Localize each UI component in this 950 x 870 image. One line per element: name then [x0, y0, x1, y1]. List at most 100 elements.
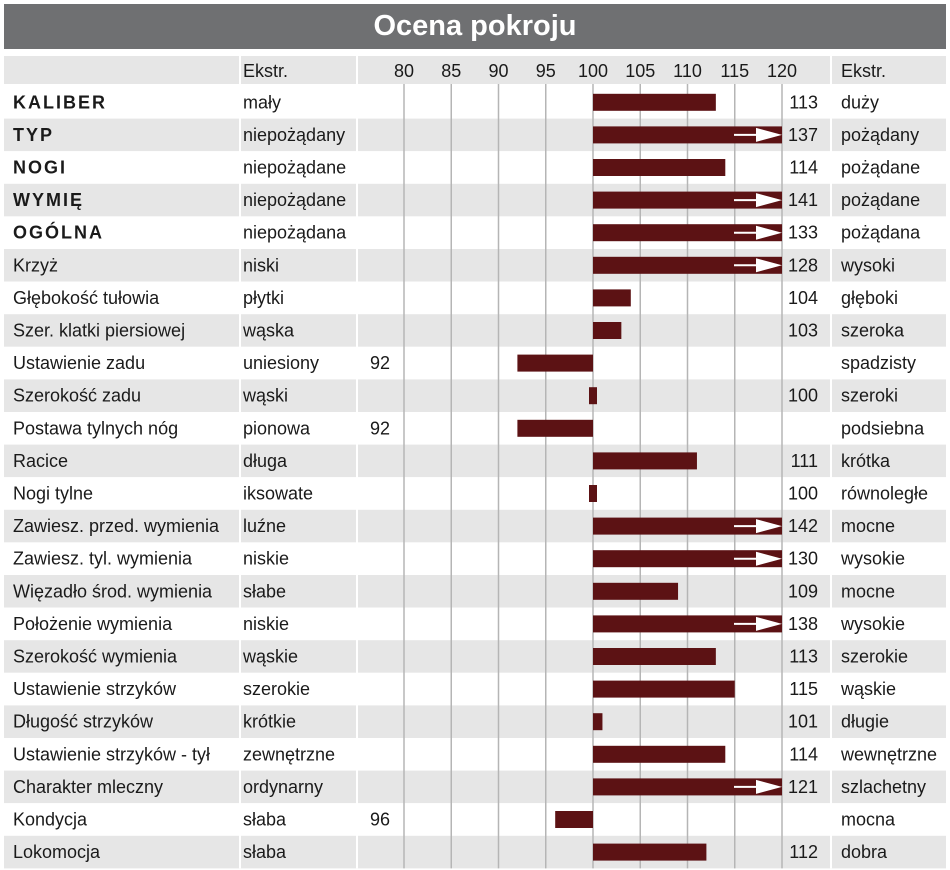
bar [593, 745, 726, 763]
trait-name: Lokomocja [13, 842, 101, 862]
x-tick-label: 120 [767, 61, 797, 81]
overflow-arrow-head [756, 258, 782, 273]
row-bg [4, 346, 946, 380]
overflow-arrow-head [756, 551, 782, 566]
left-extreme: słaba [243, 842, 287, 862]
right-extreme: mocne [841, 516, 895, 536]
bar [593, 778, 782, 796]
x-tick-label: 95 [536, 61, 556, 81]
bar [517, 419, 593, 437]
bar [589, 387, 597, 405]
right-extreme: wewnętrzne [840, 744, 937, 764]
bar [593, 289, 631, 307]
bar [593, 517, 782, 535]
bar [593, 191, 782, 209]
value-label: 92 [370, 418, 390, 438]
trait-name: Ustawienie strzyków - tył [13, 744, 210, 764]
value-label: 128 [788, 255, 818, 275]
right-extreme: równoległe [841, 484, 928, 504]
left-extreme: słabe [243, 581, 286, 601]
overflow-arrow-head [756, 616, 782, 631]
value-label: 100 [788, 386, 818, 406]
value-label: 96 [370, 810, 390, 830]
right-extreme: wąskie [840, 679, 896, 699]
value-label: 133 [788, 223, 818, 243]
trait-name: Położenie wymienia [13, 614, 173, 634]
x-tick-label: 105 [625, 61, 655, 81]
x-tick-label: 80 [394, 61, 414, 81]
row-bg [4, 216, 946, 249]
left-extreme: wąska [242, 321, 295, 341]
bar [593, 615, 782, 633]
row-bg [4, 509, 946, 543]
trait-name: Zawiesz. tyl. wymienia [13, 549, 193, 569]
bar [593, 713, 603, 731]
value-label: 100 [788, 484, 818, 504]
trait-name: Charakter mleczny [13, 777, 163, 797]
row-bg [4, 575, 946, 608]
value-label: 111 [791, 451, 818, 471]
bar [593, 452, 697, 470]
right-extreme: pożądany [841, 125, 919, 145]
chart-title: Ocena pokroju [4, 4, 946, 49]
x-tick-label: 115 [720, 61, 749, 81]
left-extreme: długa [243, 451, 288, 471]
row-bg [4, 705, 946, 738]
left-extreme: niepożądany [243, 125, 345, 145]
trait-name: OGÓLNA [13, 222, 104, 243]
left-extreme: niepożądana [243, 223, 347, 243]
right-extreme: dobra [841, 842, 888, 862]
left-extreme: niepożądane [243, 158, 346, 178]
row-bg [4, 444, 946, 478]
left-extreme-header: Ekstr. [243, 61, 288, 81]
header-row-bg [4, 56, 946, 84]
value-label: 114 [789, 158, 818, 178]
x-tick-label: 85 [441, 61, 461, 81]
x-tick-label: 90 [488, 61, 508, 81]
right-extreme: podsiebna [841, 418, 925, 438]
trait-name: Szerokość wymienia [13, 647, 178, 667]
row-bg [4, 281, 946, 315]
right-extreme: długie [841, 712, 889, 732]
left-extreme: wąski [242, 386, 288, 406]
left-extreme: uniesiony [243, 353, 319, 373]
trait-name: Głębokość tułowia [13, 288, 160, 308]
row-bg [4, 183, 946, 217]
row-bg [4, 314, 946, 347]
bar [593, 126, 782, 144]
value-label: 115 [789, 679, 818, 699]
left-extreme: luźne [243, 516, 286, 536]
left-extreme: niski [243, 255, 279, 275]
left-extreme: wąskie [242, 647, 298, 667]
row-bg [4, 803, 946, 836]
row-bg [4, 477, 946, 510]
overflow-arrow-head [756, 193, 782, 208]
value-label: 141 [788, 190, 818, 210]
overflow-arrow-head [756, 127, 782, 142]
left-extreme: niepożądane [243, 190, 346, 210]
row-bg [4, 379, 946, 412]
right-extreme: mocna [841, 810, 896, 830]
row-bg [4, 738, 946, 771]
trait-name: Kondycja [13, 810, 88, 830]
bar [593, 680, 735, 698]
left-extreme: niskie [243, 549, 289, 569]
right-extreme: pożądane [841, 158, 920, 178]
trait-name: WYMIĘ [13, 190, 84, 210]
trait-name: Ustawienie zadu [13, 353, 145, 373]
value-label: 121 [788, 777, 818, 797]
row-bg [4, 249, 946, 282]
trait-name: TYP [13, 125, 54, 145]
bar [555, 811, 593, 828]
row-bg [4, 86, 946, 119]
bar [593, 159, 726, 176]
trait-name: Krzyż [13, 255, 58, 275]
x-tick-label: 110 [673, 61, 702, 81]
left-extreme: iksowate [243, 484, 313, 504]
trait-name: KALIBER [13, 92, 107, 112]
left-extreme: szerokie [243, 679, 310, 699]
bar [593, 648, 716, 665]
overflow-arrow-head [756, 779, 782, 794]
row-bg [4, 412, 946, 445]
